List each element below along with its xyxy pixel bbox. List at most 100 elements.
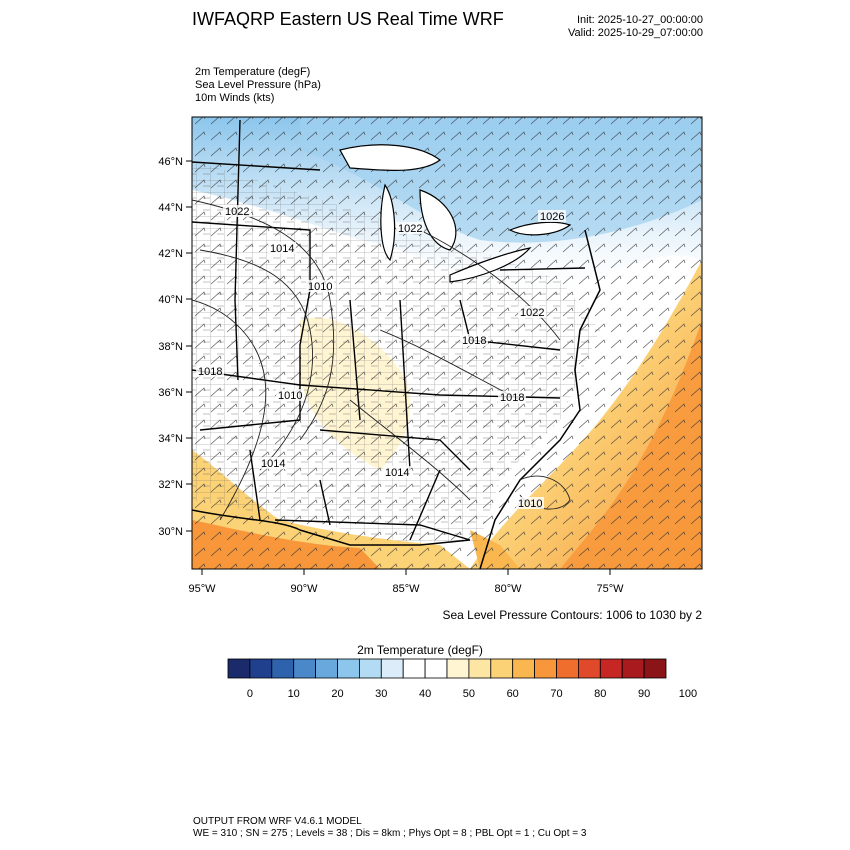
- lon-tick-label: 75°W: [596, 583, 624, 595]
- colorbar-swatch: [556, 658, 579, 679]
- colorbar-swatch: [315, 658, 338, 679]
- svg-text:1014: 1014: [385, 467, 409, 479]
- svg-text:1018: 1018: [462, 335, 486, 347]
- colorbar-tick-label: 70: [550, 688, 562, 700]
- colorbar-tick-label: 30: [375, 688, 387, 700]
- colorbar-swatch: [293, 658, 317, 679]
- lon-tick-marks: [201, 569, 611, 575]
- contour-note: Sea Level Pressure Contours: 1006 to 103…: [442, 608, 703, 622]
- pressure-label: 1026: [538, 210, 566, 223]
- footer-config-line: WE = 310 ; SN = 275 ; Levels = 38 ; Dis …: [193, 828, 587, 839]
- wind-barbs: [192, 117, 702, 569]
- svg-text:1010: 1010: [278, 390, 302, 402]
- pressure-contours: [192, 199, 571, 521]
- svg-text:1026: 1026: [540, 211, 564, 223]
- colorbar-swatch: [446, 658, 470, 679]
- map-title: IWFAQRP Eastern US Real Time WRF: [192, 9, 504, 29]
- map-area: [192, 117, 702, 569]
- colorbar-swatch: [534, 658, 557, 679]
- colorbar-swatch: [621, 658, 645, 679]
- pressure-label: 1014: [383, 466, 411, 479]
- pressure-label: 1014: [268, 242, 296, 255]
- pressure-label: 1022: [223, 205, 251, 218]
- map-frame: [191, 116, 703, 570]
- pressure-label: 1010: [516, 497, 544, 510]
- init-valid-times: Init: 2025-10-27_00:00:00 Valid: 2025-10…: [530, 14, 703, 40]
- lat-tick-label: 36°N: [158, 387, 183, 399]
- field-list: 2m Temperature (degF) Sea Level Pressure…: [195, 66, 321, 105]
- pressure-label: 1022: [396, 222, 424, 235]
- lake-ontario: [508, 221, 572, 236]
- colorbar-tick-label: 80: [594, 688, 606, 700]
- field-winds: 10m Winds (kts): [195, 92, 275, 104]
- colorbar-swatch: [512, 658, 536, 679]
- lat-tick-label: 40°N: [158, 294, 183, 306]
- colorbar-tick-label: 60: [507, 688, 519, 700]
- colorbar-swatch: [599, 658, 623, 679]
- svg-text:1018: 1018: [198, 366, 222, 378]
- colorbar-tick-label: 10: [288, 688, 300, 700]
- valid-time: Valid: 2025-10-29_07:00:00: [568, 27, 703, 39]
- lon-tick-label: 95°W: [188, 583, 216, 595]
- colorbar-swatch: [468, 658, 492, 679]
- pressure-label: 1014: [259, 457, 287, 470]
- colorbar-swatch: [578, 658, 601, 679]
- colorbar-tick-labels: 0 10 20 30 40 50 60 70 80 90 100: [247, 688, 697, 700]
- lat-tick-label: 30°N: [158, 526, 183, 538]
- svg-text:1010: 1010: [308, 281, 332, 293]
- lat-tick-marks: [186, 160, 192, 532]
- lon-tick-labels: 95°W 90°W 85°W 80°W 75°W: [188, 583, 624, 595]
- lat-tick-labels: 46°N 44°N 42°N 40°N 38°N 36°N 34°N 32°N …: [158, 156, 183, 538]
- lat-tick-label: 34°N: [158, 433, 183, 445]
- svg-text:1010: 1010: [518, 498, 542, 510]
- svg-text:1014: 1014: [261, 458, 285, 470]
- colorbar-tick-label: 40: [419, 688, 431, 700]
- lat-tick-label: 46°N: [158, 156, 183, 168]
- colorbar-swatch: [271, 658, 295, 679]
- pressure-label: 1018: [498, 391, 526, 404]
- lon-tick-label: 90°W: [290, 583, 318, 595]
- svg-text:1022: 1022: [225, 206, 249, 218]
- pressure-label: 1018: [460, 334, 488, 347]
- svg-text:1022: 1022: [520, 307, 544, 319]
- init-time: Init: 2025-10-27_00:00:00: [577, 14, 703, 26]
- svg-text:1022: 1022: [398, 223, 422, 235]
- colorbar-tick-label: 100: [679, 688, 697, 700]
- svg-text:1014: 1014: [270, 243, 294, 255]
- lake-superior: [339, 144, 442, 171]
- lake-huron: [419, 189, 457, 251]
- lon-tick-label: 85°W: [392, 583, 420, 595]
- colorbar-swatch: [358, 658, 382, 679]
- svg-text:1018: 1018: [500, 392, 524, 404]
- colorbar-tick-label: 50: [463, 688, 475, 700]
- lake-michigan: [380, 183, 396, 262]
- colorbar-swatch: [337, 658, 360, 679]
- model-footer: OUTPUT FROM WRF V4.6.1 MODEL WE = 310 ; …: [193, 816, 586, 840]
- colorbar-swatch: [227, 658, 251, 679]
- colorbar-tick-label: 20: [331, 688, 343, 700]
- colorbar-tick-label: 0: [247, 688, 253, 700]
- pressure-label: 1018: [196, 365, 224, 378]
- colorbar-swatch: [402, 658, 426, 679]
- atlantic-coastline: [479, 229, 601, 569]
- lat-tick-label: 32°N: [158, 479, 183, 491]
- temperature-colorbar: [227, 658, 667, 679]
- colorbar-swatch: [643, 658, 667, 679]
- lake-erie: [449, 247, 532, 283]
- colorbar-swatch: [424, 658, 448, 679]
- pressure-label: 1010: [306, 280, 334, 293]
- colorbar-title: 2m Temperature (degF): [357, 643, 483, 657]
- gulf-coastline: [192, 509, 471, 546]
- lat-tick-label: 38°N: [158, 341, 183, 353]
- pressure-label: 1010: [276, 389, 304, 402]
- pressure-label-group: 1022 1014 1010 1018 1010 1014 1014 1022 …: [196, 205, 566, 510]
- colorbar-tick-label: 90: [638, 688, 650, 700]
- lat-tick-label: 44°N: [158, 202, 183, 214]
- pressure-label: 1022: [518, 306, 546, 319]
- field-pressure: Sea Level Pressure (hPa): [195, 79, 321, 91]
- colorbar-swatch: [490, 658, 514, 679]
- lat-tick-label: 42°N: [158, 248, 183, 260]
- colorbar-swatch: [249, 658, 273, 679]
- colorbar-swatch: [380, 658, 404, 679]
